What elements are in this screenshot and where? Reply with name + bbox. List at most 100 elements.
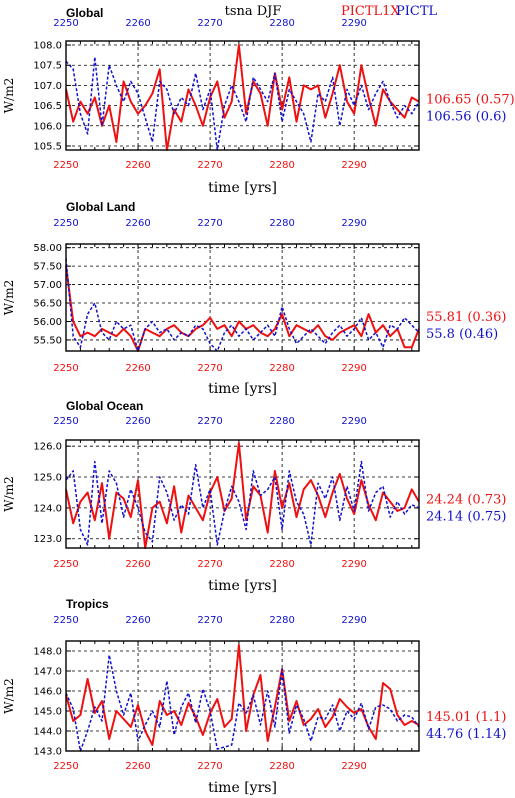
- y-tick-label: 56.50: [33, 299, 62, 310]
- x-tick-label-bottom: 2270: [197, 160, 222, 171]
- y-tick-label: 108.0: [33, 41, 62, 52]
- plot-frame: [65, 439, 420, 549]
- panel-title: Tropics: [66, 597, 109, 611]
- y-tick-label: 123.0: [33, 534, 62, 545]
- panel-global: Global 105.5 106.0 106.5 107.0 107.5 108.0 2250…: [2, 6, 515, 196]
- series-stat-pictl: 44.76 (1.14): [426, 727, 506, 742]
- panel-tropics: Tropics 143.0 144.0 145.0 146.0 147.0 148.0 225…: [2, 597, 506, 796]
- series-line-pictl: [65, 654, 420, 752]
- x-tick-label-top: 2280: [269, 416, 294, 427]
- y-tick-label: 147.0: [33, 667, 62, 678]
- series-line-pictl1x: [65, 265, 420, 352]
- x-tick-label-top: 2250: [53, 416, 78, 427]
- panels: Global 105.5 106.0 106.5 107.0 107.5 108.0 2250…: [2, 6, 515, 796]
- y-tick-label: 58.00: [33, 243, 62, 254]
- x-tick-label-bottom: 2280: [269, 761, 294, 772]
- y-tick-label: 106.5: [33, 101, 62, 112]
- x-tick-label-top: 2290: [341, 416, 366, 427]
- x-tick-label-bottom: 2250: [53, 761, 78, 772]
- y-tick-label: 126.0: [33, 442, 62, 453]
- x-tick-label-bottom: 2260: [125, 559, 150, 570]
- x-tick-label-top: 2290: [341, 218, 366, 229]
- x-tick-label-top: 2260: [125, 416, 150, 427]
- run1-title: PICTL1X: [341, 4, 400, 19]
- series-stat-pictl1x: 24.24 (0.73): [426, 493, 506, 508]
- x-tick-label-bottom: 2260: [125, 160, 150, 171]
- x-tick-label-top: 2260: [125, 615, 150, 626]
- x-axis-label: time [yrs]: [208, 578, 277, 594]
- x-tick-label-bottom: 2270: [197, 363, 222, 374]
- series-stat-pictl: 106.56 (0.6): [426, 110, 506, 125]
- x-tick-label-top: 2270: [197, 18, 222, 29]
- y-tick-label: 124.0: [33, 503, 62, 514]
- x-tick-label-bottom: 2280: [269, 559, 294, 570]
- series-stat-pictl1x: 55.81 (0.36): [426, 310, 506, 325]
- y-tick-label: 144.0: [33, 727, 62, 738]
- y-tick-label: 145.0: [33, 707, 62, 718]
- series-line-pictl1x: [65, 442, 420, 549]
- panel-title: Global Ocean: [66, 399, 143, 413]
- y-tick-label: 57.00: [33, 280, 62, 291]
- series-line-pictl: [65, 460, 420, 546]
- y-axis-label: W/m2: [2, 280, 16, 315]
- y-axis-label: W/m2: [2, 476, 16, 511]
- x-tick-label-top: 2250: [53, 18, 78, 29]
- x-axis-label: time [yrs]: [208, 180, 277, 196]
- x-tick-label-bottom: 2280: [269, 363, 294, 374]
- panel-global-ocean: Global Ocean 123.0 124.0 125.0 126.0 2250 2260…: [2, 399, 506, 594]
- y-tick-label: 125.0: [33, 473, 62, 484]
- y-tick-label: 143.0: [33, 747, 62, 758]
- series-line-pictl: [65, 258, 420, 352]
- y-tick-label: 55.50: [33, 335, 62, 346]
- plot-frame: [65, 243, 420, 352]
- x-tick-label-bottom: 2250: [53, 160, 78, 171]
- y-tick-label: 146.0: [33, 687, 62, 698]
- x-tick-label-top: 2250: [53, 615, 78, 626]
- x-tick-label-top: 2250: [53, 218, 78, 229]
- run2-title: PICTL: [396, 4, 438, 19]
- y-tick-label: 107.5: [33, 61, 62, 72]
- variable-title: tsna DJF: [225, 4, 282, 19]
- x-tick-label-top: 2280: [269, 18, 294, 29]
- x-tick-label-bottom: 2280: [269, 160, 294, 171]
- x-tick-label-top: 2260: [125, 18, 150, 29]
- series-line-pictl: [65, 56, 420, 151]
- series-line-pictl1x: [65, 644, 420, 746]
- x-tick-label-bottom: 2270: [197, 761, 222, 772]
- x-tick-label-bottom: 2290: [341, 761, 366, 772]
- x-tick-label-top: 2280: [269, 615, 294, 626]
- panel-global-land: Global Land 55.50 56.00 56.50 57.00 57.50 58.0…: [2, 200, 506, 397]
- y-axis-label: W/m2: [2, 678, 16, 713]
- x-tick-label-top: 2270: [197, 416, 222, 427]
- y-tick-label: 148.0: [33, 647, 62, 658]
- x-tick-label-top: 2290: [341, 18, 366, 29]
- y-tick-label: 106.0: [33, 121, 62, 132]
- x-tick-label-top: 2280: [269, 218, 294, 229]
- x-tick-label-bottom: 2260: [125, 761, 150, 772]
- x-axis-label: time [yrs]: [208, 381, 277, 397]
- x-tick-label-top: 2270: [197, 218, 222, 229]
- x-tick-label-bottom: 2250: [53, 363, 78, 374]
- x-tick-label-bottom: 2270: [197, 559, 222, 570]
- series-line-pictl1x: [65, 44, 420, 151]
- series-stat-pictl1x: 106.65 (0.57): [426, 93, 515, 108]
- plot-frame: [65, 640, 420, 752]
- x-tick-label-bottom: 2290: [341, 559, 366, 570]
- panel-title: Global: [66, 6, 103, 20]
- series-stat-pictl1x: 145.01 (1.1): [426, 710, 506, 725]
- x-axis-label: time [yrs]: [208, 780, 277, 796]
- x-tick-label-bottom: 2290: [341, 160, 366, 171]
- y-tick-label: 56.00: [33, 317, 62, 328]
- x-tick-label-top: 2270: [197, 615, 222, 626]
- y-axis-label: W/m2: [2, 78, 16, 113]
- x-tick-label-bottom: 2250: [53, 559, 78, 570]
- x-tick-label-top: 2260: [125, 218, 150, 229]
- series-stat-pictl: 24.14 (0.75): [426, 510, 506, 525]
- y-tick-label: 57.50: [33, 262, 62, 273]
- plot-frame: [65, 40, 420, 151]
- panel-title: Global Land: [66, 200, 135, 214]
- x-tick-label-top: 2290: [341, 615, 366, 626]
- x-tick-label-bottom: 2260: [125, 363, 150, 374]
- y-tick-label: 105.5: [33, 141, 62, 152]
